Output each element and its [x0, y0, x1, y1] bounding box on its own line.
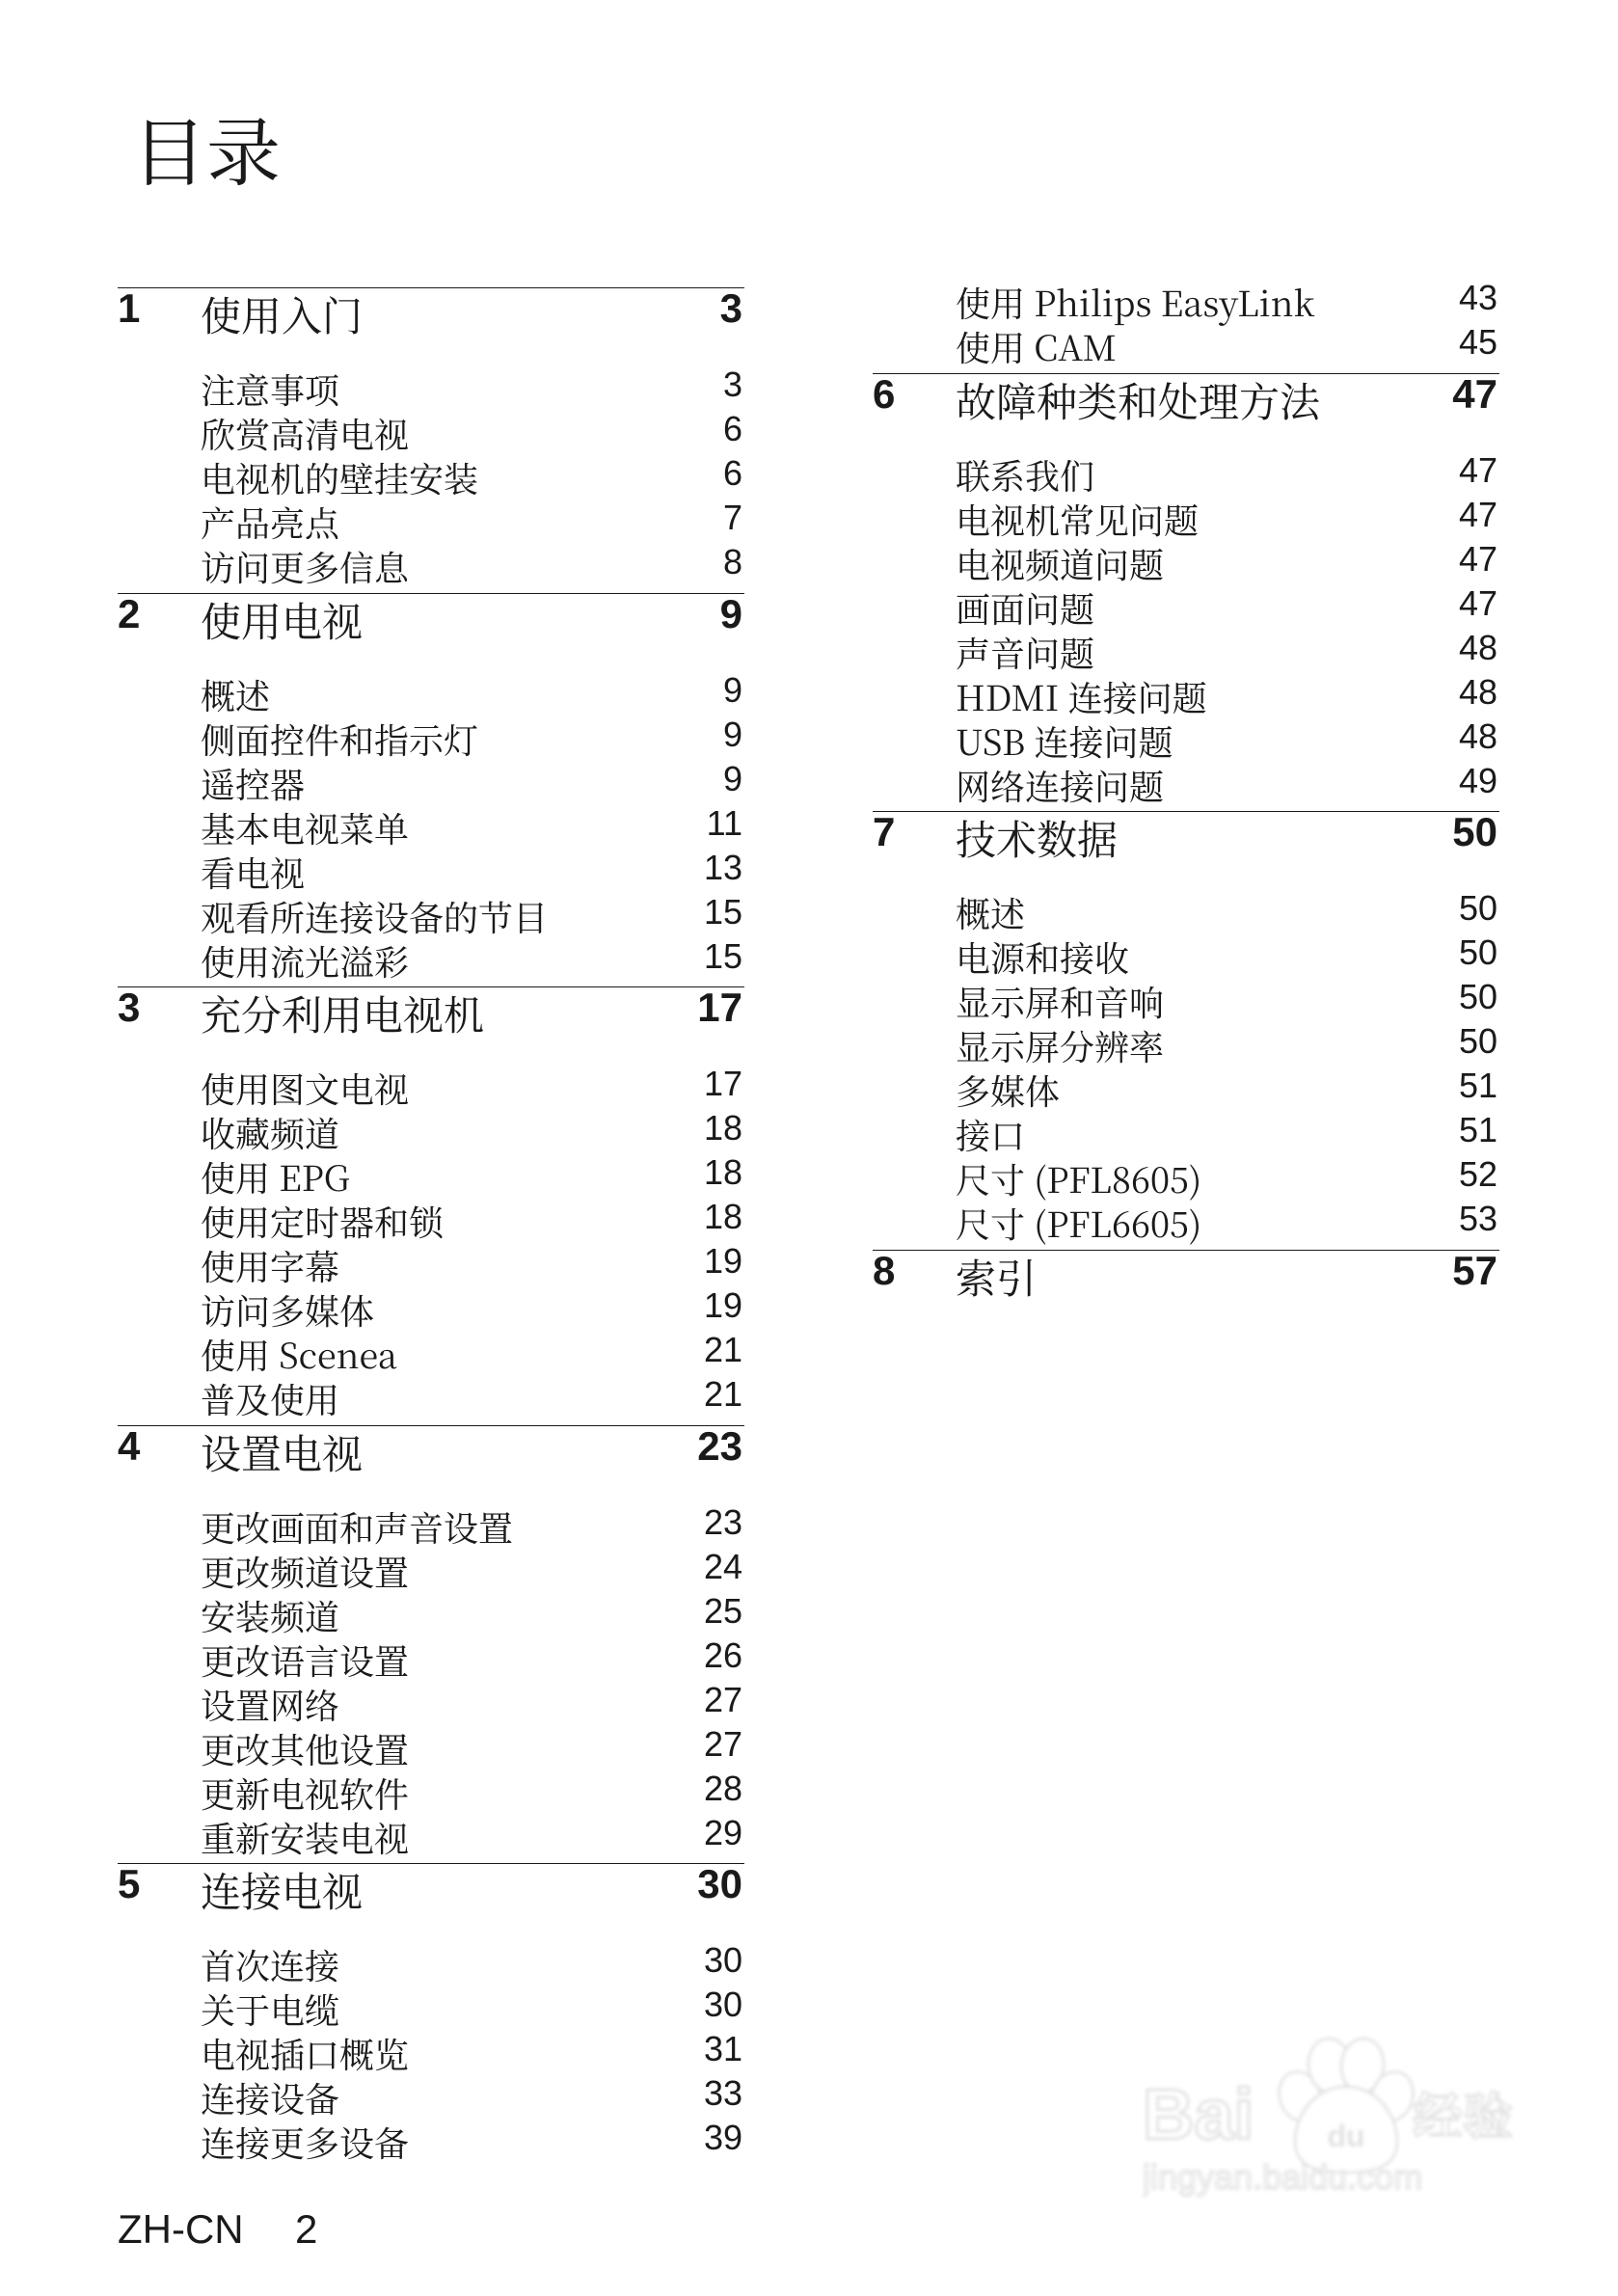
svg-text:经验: 经验: [1413, 2076, 1513, 2148]
svg-text:Bai: Bai: [1143, 2074, 1254, 2154]
svg-text:jingyan.baidu.com: jingyan.baidu.com: [1143, 2157, 1422, 2197]
svg-text:du: du: [1327, 2119, 1364, 2153]
